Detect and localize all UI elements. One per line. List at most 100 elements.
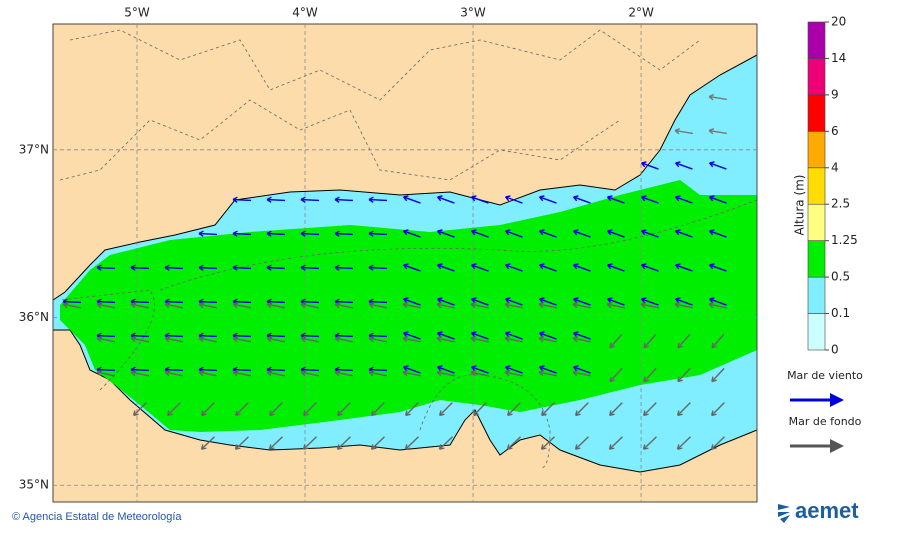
colorbar-box: [807, 276, 826, 314]
wave-arrow: [471, 331, 489, 340]
wave-arrow: [436, 301, 455, 309]
colorbar-label: 2.5: [831, 197, 850, 211]
wave-arrow: [539, 263, 557, 272]
wave-arrow: [573, 263, 591, 272]
wave-arrow: [266, 369, 285, 377]
colorbar-box: [807, 167, 826, 205]
map-frame: [52, 23, 758, 503]
wave-arrow: [232, 230, 252, 237]
wave-arrow: [470, 369, 489, 377]
wave-arrow: [641, 161, 659, 170]
wave-arrow: [370, 436, 385, 450]
wave-arrow: [371, 402, 385, 417]
wave-arrow: [641, 195, 659, 204]
wave-arrow: [337, 402, 351, 417]
wave-arrow: [402, 301, 421, 309]
wave-arrow: [198, 230, 218, 237]
wave-arrow: [437, 195, 455, 204]
wave-arrow: [471, 263, 489, 272]
wave-arrow: [539, 331, 557, 340]
wave-arrow: [96, 264, 116, 271]
wave-arrow: [677, 402, 691, 417]
wave-arrow: [607, 297, 625, 306]
wave-arrow: [436, 369, 455, 377]
wave-arrow: [505, 229, 523, 238]
wave-arrow: [675, 195, 693, 204]
wave-arrow: [504, 335, 523, 343]
wave-arrow: [573, 331, 591, 340]
wave-arrow: [164, 369, 183, 377]
lat-label: 37°N: [19, 142, 49, 156]
wave-arrow: [235, 402, 249, 417]
wave-arrow: [439, 402, 453, 417]
wave-arrow: [675, 161, 693, 170]
wave-arrow: [368, 301, 387, 309]
colorbar-label: 20: [831, 15, 846, 29]
wave-arrow: [609, 367, 623, 383]
colorbar-title: Altura (m): [793, 174, 807, 235]
wave-arrow: [541, 402, 555, 417]
wave-arrow: [708, 94, 727, 101]
wave-arrow: [164, 335, 183, 343]
wave-arrow: [437, 365, 455, 374]
wave-arrow: [405, 402, 419, 417]
wave-arrow: [303, 402, 317, 417]
wave-arrow: [572, 335, 591, 343]
boundaries: [59, 29, 758, 469]
wave-arrow: [539, 297, 557, 306]
wave-arrow: [539, 195, 557, 204]
wave-arrow: [471, 297, 489, 306]
legend-arrowhead: [830, 393, 844, 407]
wave-arrow: [164, 264, 184, 271]
wave-arrow: [471, 229, 489, 238]
wave-arrow: [711, 402, 725, 417]
wave-arrow: [436, 335, 455, 343]
wave-arrow: [573, 365, 591, 374]
colorbar-box: [807, 58, 826, 96]
wave-arrow: [708, 128, 727, 135]
wave-arrow: [709, 263, 727, 272]
logo: aemet: [795, 498, 859, 523]
wave-arrow: [677, 367, 691, 383]
colorbar-box: [807, 203, 826, 241]
wave-arrow: [643, 367, 657, 383]
wave-arrow: [573, 229, 591, 238]
wave-arrow: [130, 264, 150, 271]
wave-arrow: [674, 128, 693, 135]
wave-arrow: [437, 331, 455, 340]
wave-arrow: [334, 264, 354, 271]
wave-arrow: [266, 230, 286, 237]
wave-arrow: [643, 333, 657, 349]
wave-arrow: [572, 301, 591, 309]
wave-arrow: [201, 402, 215, 417]
wave-arrow: [641, 263, 659, 272]
wave-arrow: [266, 335, 285, 343]
wave-arrow: [505, 297, 523, 306]
wave-arrow: [573, 297, 591, 306]
wave-arrow: [437, 297, 455, 306]
wave-arrow: [711, 333, 725, 349]
wave-arrow: [368, 230, 388, 237]
wave-arrow: [540, 436, 555, 450]
wave-arrow: [709, 229, 727, 238]
logo-mark: [778, 504, 790, 523]
wave-arrow: [642, 436, 657, 450]
wave-arrow: [538, 369, 557, 377]
wave-arrow: [505, 195, 523, 204]
wave-arrow: [334, 196, 354, 203]
wave-arrow: [402, 335, 421, 343]
wave-arrow: [96, 335, 115, 343]
wave-arrow: [232, 369, 251, 377]
colorbar-label: 4: [831, 160, 839, 174]
wave-arrow: [675, 229, 693, 238]
wave-arrow: [539, 229, 557, 238]
wave-arrow: [266, 264, 286, 271]
legend-arrowhead: [830, 439, 844, 453]
colorbar-label: 0.5: [831, 270, 850, 284]
wave-arrow: [471, 365, 489, 374]
colorbar-label: 6: [831, 124, 839, 138]
wave-arrow: [62, 301, 81, 309]
colorbar-label: 14: [831, 51, 846, 65]
wave-arrow: [232, 301, 251, 309]
wave-arrow: [198, 301, 217, 309]
